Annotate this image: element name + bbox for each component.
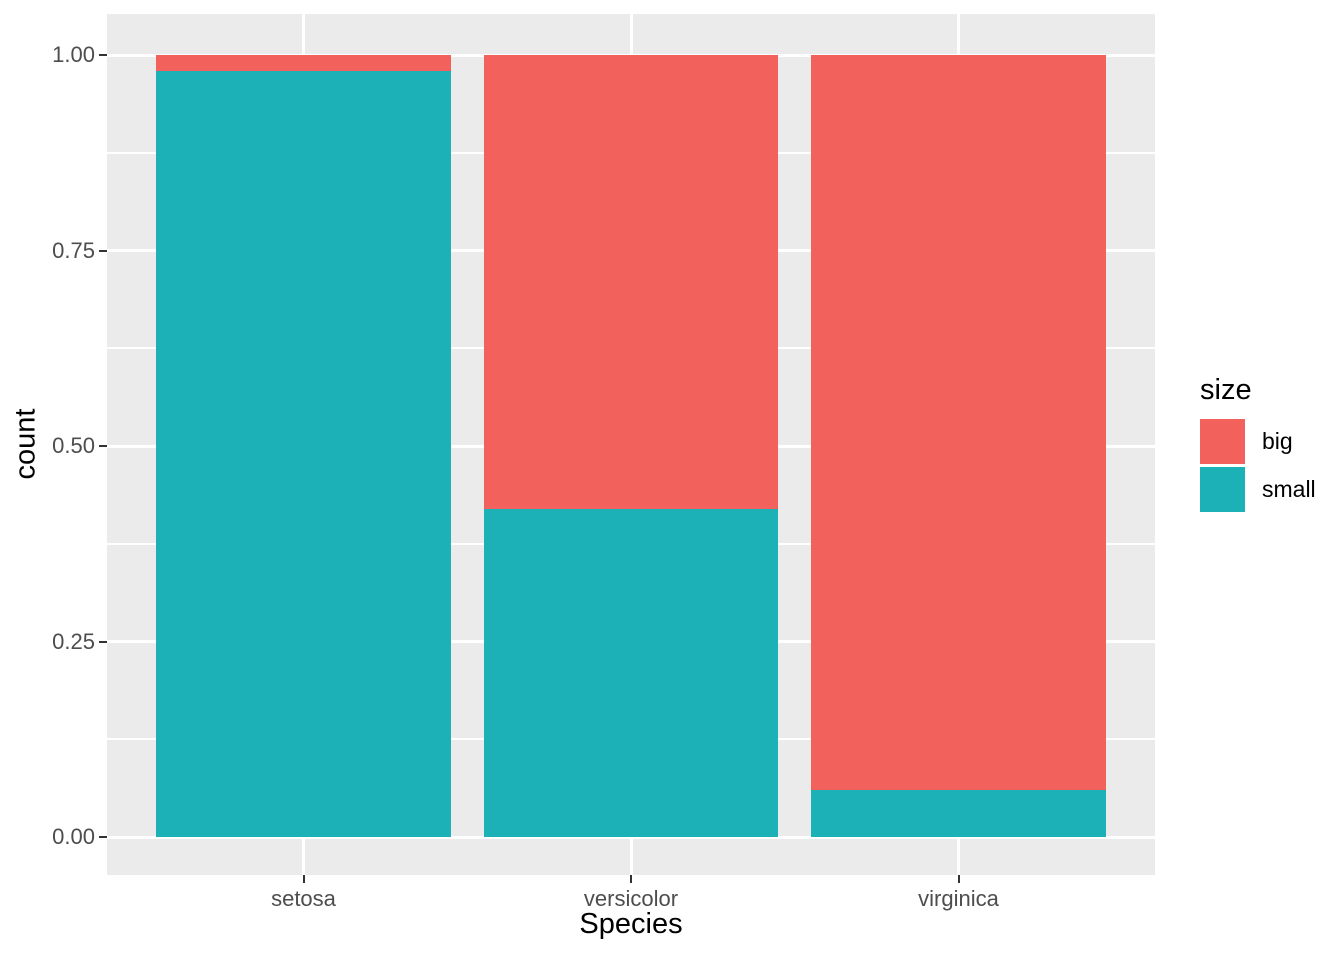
legend-entry-big: big — [1200, 419, 1316, 464]
y-tick-mark — [99, 836, 107, 838]
bar-segment-virginica-big — [811, 55, 1106, 791]
legend: size big small — [1200, 372, 1316, 515]
y-tick-label: 1.00 — [52, 42, 95, 67]
legend-key-swatch-big — [1200, 419, 1245, 464]
y-tick-mark — [99, 445, 107, 447]
x-axis-title: Species — [579, 908, 683, 940]
x-tick-mark — [302, 875, 305, 883]
y-tick-mark — [99, 54, 107, 56]
y-tick-label: 0.25 — [52, 628, 95, 654]
x-tick-label: virginica — [918, 886, 999, 911]
bar-segment-virginica-small — [811, 790, 1106, 837]
x-tick-label: versicolor — [583, 886, 679, 911]
x-tick-label: setosa — [271, 886, 336, 911]
bar-segment-setosa-big — [156, 55, 451, 71]
x-tick-mark — [957, 875, 960, 883]
y-tick-label: 0.75 — [52, 237, 95, 263]
y-tick-mark — [99, 640, 107, 643]
plot-panel — [107, 14, 1155, 875]
legend-entries: big small — [1200, 419, 1316, 512]
y-tick-label: 0.00 — [52, 824, 95, 849]
bar-segment-setosa-small — [156, 70, 451, 837]
y-tick-mark — [99, 249, 107, 252]
legend-entry-small: small — [1200, 467, 1316, 512]
x-tick-mark — [630, 875, 632, 883]
bar-segment-versicolor-small — [483, 508, 779, 837]
legend-title: size — [1200, 374, 1252, 406]
legend-key-swatch-small — [1200, 467, 1245, 512]
y-tick-label: 0.50 — [52, 433, 95, 458]
legend-label: small — [1262, 476, 1316, 502]
legend-label: big — [1262, 428, 1293, 454]
bar-segment-versicolor-big — [483, 55, 779, 509]
